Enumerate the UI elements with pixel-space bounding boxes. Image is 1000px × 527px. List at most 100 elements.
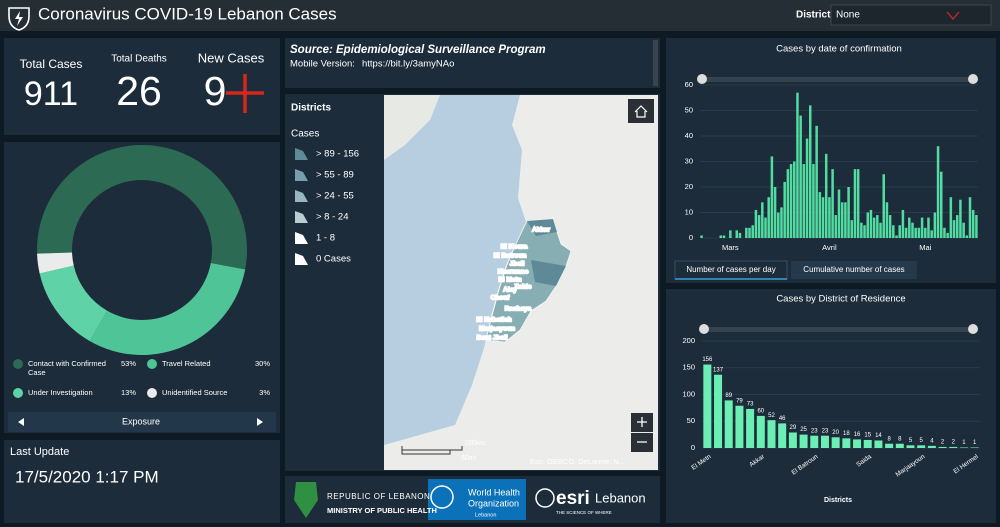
bar bbox=[888, 215, 892, 238]
y-tick-label: 0 bbox=[691, 443, 695, 452]
bar bbox=[799, 434, 808, 448]
esri-tagline: THE SCIENCE OF WHERE bbox=[556, 510, 612, 515]
bar bbox=[882, 174, 885, 238]
y-tick-label: 50 bbox=[685, 105, 693, 114]
value-label: 8 bbox=[887, 436, 891, 442]
district-label: El Koura bbox=[501, 244, 528, 251]
donut-slice bbox=[89, 263, 246, 356]
tab-label[interactable]: Cumulative number of cases bbox=[803, 265, 904, 274]
nav-prev[interactable] bbox=[18, 418, 24, 426]
bar bbox=[965, 235, 969, 238]
district-slider[interactable] bbox=[702, 327, 974, 332]
bar bbox=[959, 447, 968, 448]
x-tick-label: Mars bbox=[722, 243, 739, 252]
value-label: 18 bbox=[843, 431, 850, 437]
bar bbox=[780, 207, 783, 238]
bar bbox=[938, 446, 947, 448]
home-button[interactable] bbox=[628, 99, 654, 123]
value-label: 2 bbox=[941, 440, 945, 446]
bar bbox=[853, 169, 857, 238]
bar bbox=[850, 220, 854, 238]
legend-label: Under Investigation bbox=[28, 388, 93, 397]
esri-logo: esri bbox=[556, 488, 590, 509]
bar bbox=[821, 197, 825, 238]
bar bbox=[853, 439, 862, 448]
select-arrow[interactable] bbox=[946, 11, 960, 21]
map-attribution: Esri, GEBCO, DeLorme, N... bbox=[530, 457, 625, 466]
tab[interactable] bbox=[791, 261, 917, 279]
value-label: 4 bbox=[930, 438, 934, 444]
bar bbox=[968, 197, 972, 238]
value-label: 5 bbox=[920, 438, 924, 444]
donut-slice bbox=[39, 265, 108, 342]
district-label: Aley bbox=[503, 287, 517, 294]
bar bbox=[808, 105, 812, 239]
bar bbox=[719, 235, 723, 238]
bar bbox=[777, 212, 780, 238]
bar bbox=[927, 217, 930, 238]
who-line2: Organization bbox=[468, 498, 519, 508]
legend-label: Contact with Confirmed Case bbox=[28, 359, 106, 377]
bar bbox=[911, 222, 914, 238]
stat-value: 9 bbox=[204, 68, 227, 114]
who-emblem bbox=[430, 485, 454, 509]
bar bbox=[738, 232, 742, 238]
who-line3: Lebanon bbox=[475, 512, 496, 518]
bar bbox=[773, 187, 777, 238]
legend-item: 0 Cases bbox=[316, 254, 351, 265]
bar bbox=[892, 225, 895, 238]
legend-dot bbox=[147, 388, 157, 398]
legend-swatch bbox=[295, 148, 308, 160]
y-tick-label: 30 bbox=[685, 156, 693, 165]
district-label: Kesrwane bbox=[498, 269, 529, 276]
bar bbox=[917, 445, 926, 448]
slider-handle[interactable] bbox=[968, 74, 978, 84]
bar bbox=[700, 235, 703, 238]
bar bbox=[770, 156, 774, 238]
bar bbox=[863, 225, 866, 238]
bar bbox=[703, 364, 712, 448]
legend-label: Travel Related bbox=[162, 359, 211, 368]
bar bbox=[917, 227, 921, 238]
bar bbox=[840, 202, 844, 238]
bar bbox=[824, 153, 828, 238]
y-tick-label: 200 bbox=[682, 336, 695, 345]
bar bbox=[876, 215, 879, 238]
bar bbox=[735, 230, 738, 238]
slider-handle[interactable] bbox=[697, 74, 707, 84]
bar bbox=[714, 374, 723, 448]
update-panel bbox=[4, 440, 280, 523]
bar bbox=[729, 230, 732, 238]
map-land bbox=[384, 95, 440, 160]
bar bbox=[906, 445, 915, 448]
stats-panel bbox=[4, 38, 280, 135]
legend-value: 30% bbox=[255, 359, 270, 368]
bar bbox=[754, 209, 758, 238]
date-slider[interactable] bbox=[702, 77, 974, 82]
nav-next[interactable] bbox=[257, 418, 263, 426]
legend-item: > 89 - 156 bbox=[316, 149, 359, 160]
slider-handle[interactable] bbox=[968, 324, 978, 334]
slider-handle[interactable] bbox=[699, 324, 709, 334]
bar bbox=[831, 437, 840, 448]
bar bbox=[975, 215, 978, 238]
value-label: 52 bbox=[768, 413, 775, 419]
value-label: 14 bbox=[875, 433, 882, 439]
esri-country: Lebanon bbox=[595, 490, 646, 505]
legend-item: > 8 - 24 bbox=[316, 212, 348, 223]
bar bbox=[904, 227, 908, 238]
map-title: Districts bbox=[291, 103, 331, 114]
legend-value: 53% bbox=[121, 359, 136, 368]
value-label: 29 bbox=[790, 425, 797, 431]
value-label: 79 bbox=[736, 398, 743, 404]
legend-dot bbox=[13, 359, 23, 369]
legend-dot bbox=[147, 359, 157, 369]
district-select[interactable] bbox=[830, 4, 992, 26]
mobile-link[interactable]: https://bit.ly/3amyNAo bbox=[362, 59, 454, 70]
bar bbox=[874, 440, 883, 448]
source-panel bbox=[285, 38, 660, 88]
bar bbox=[930, 230, 933, 238]
district-label: Jbeil bbox=[510, 261, 525, 268]
tab-label[interactable]: Number of cases per day bbox=[686, 265, 775, 274]
